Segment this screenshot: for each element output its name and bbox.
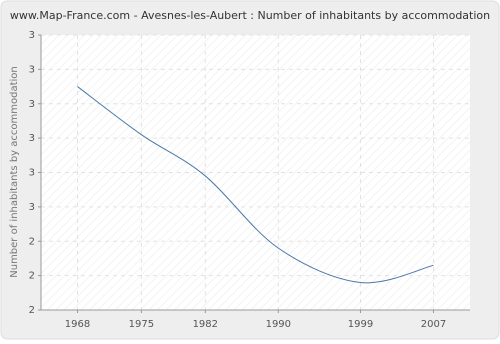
x-tick-label: 1982 — [193, 319, 218, 330]
y-tick-label: 2 — [29, 271, 35, 282]
x-tick-label: 1968 — [65, 319, 90, 330]
y-axis-label: Number of inhabitants by accommodation — [9, 66, 20, 278]
data-line — [77, 86, 434, 284]
x-tick-label: 1975 — [129, 319, 154, 330]
x-tick-label: 1999 — [348, 319, 373, 330]
y-tick-label: 3 — [29, 133, 35, 144]
y-tick-label: 2 — [29, 305, 35, 316]
y-tick-label: 3 — [29, 168, 35, 179]
y-tick-label: 3 — [29, 64, 35, 75]
chart-title: www.Map-France.com - Avesnes-les-Aubert … — [10, 9, 490, 22]
x-tick-label: 1990 — [266, 319, 291, 330]
x-tick-label: 2007 — [421, 319, 446, 330]
y-tick-label: 3 — [29, 202, 35, 213]
y-tick-label: 3 — [29, 30, 35, 41]
y-tick-label: 3 — [29, 99, 35, 110]
plot-area — [41, 35, 470, 310]
y-tick-label: 2 — [29, 236, 35, 247]
